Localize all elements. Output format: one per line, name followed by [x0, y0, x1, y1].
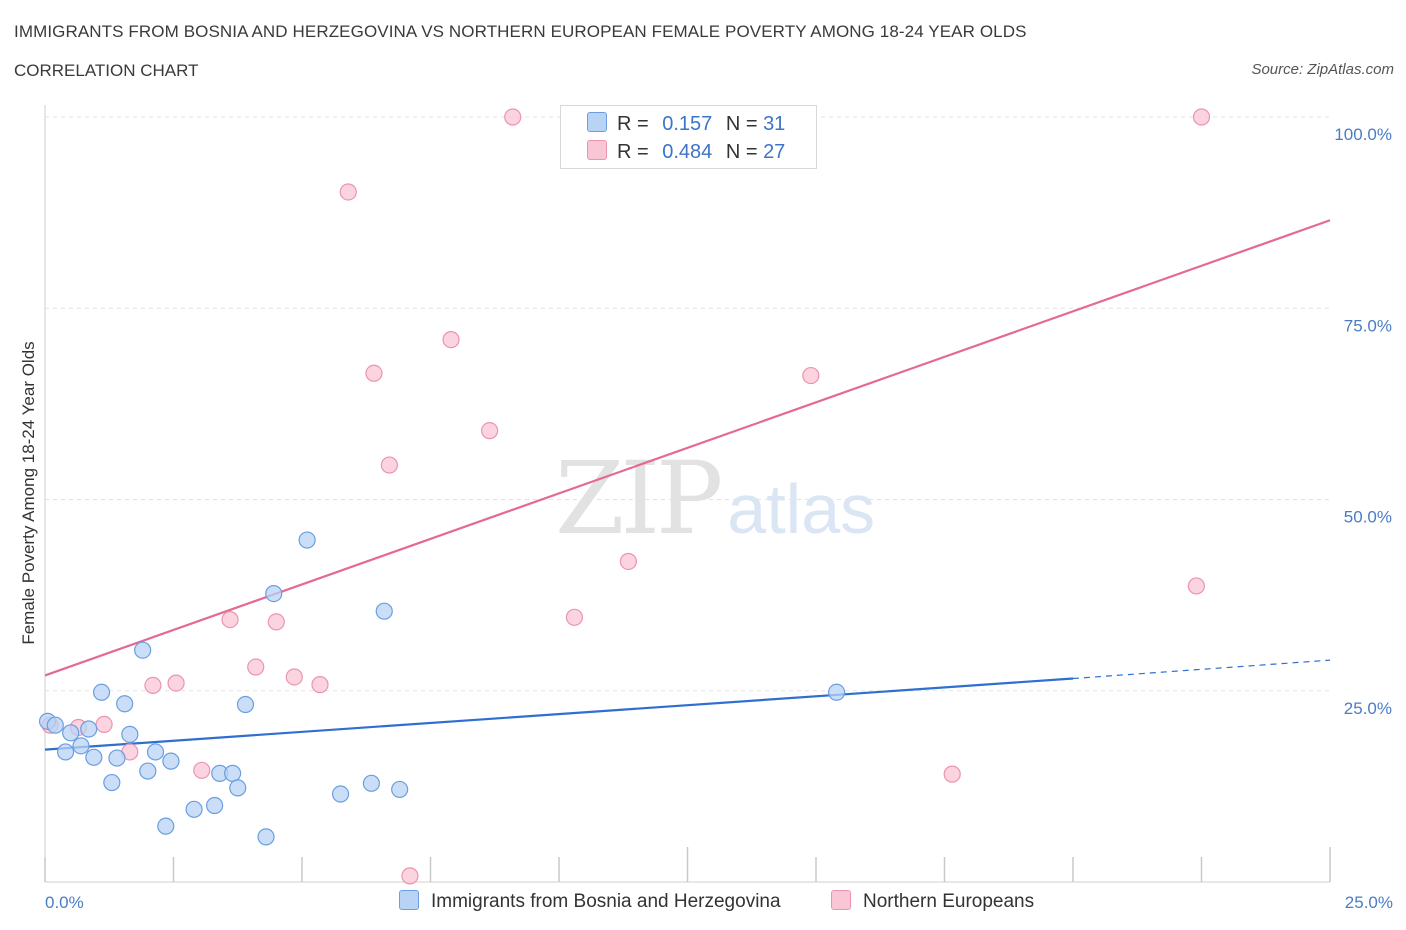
- point-northern: [619, 552, 637, 571]
- point-bosnia: [46, 716, 64, 734]
- point-northern: [167, 674, 185, 692]
- y-tick-label: 25.0%: [1344, 699, 1392, 718]
- point-bosnia: [56, 743, 75, 761]
- legend-row-bosnia: R = 0.157 N = 31: [587, 112, 785, 138]
- legend-r-label: R =: [617, 113, 649, 135]
- point-bosnia: [92, 683, 111, 701]
- point-northern: [193, 761, 211, 779]
- legend-r-value: 0.484: [662, 141, 713, 163]
- legend-n-value: 27: [763, 141, 786, 163]
- legend-swatch-bosnia: [587, 112, 607, 132]
- watermark: ZIP atlas: [555, 440, 875, 557]
- series-swatch-bosnia: [399, 890, 419, 910]
- point-northern: [144, 676, 162, 694]
- point-bosnia: [80, 720, 98, 738]
- point-northern: [221, 611, 239, 629]
- trend-line-bosnia-extension: [1072, 659, 1331, 680]
- series-swatch-northern: [831, 890, 851, 910]
- grid-lines: [45, 116, 1330, 692]
- correlation-legend: R = 0.157 N = 31 R = 0.484 N = 27: [560, 105, 817, 169]
- point-northern: [401, 867, 419, 885]
- point-bosnia: [265, 584, 283, 603]
- point-bosnia: [121, 725, 139, 743]
- point-bosnia: [103, 773, 121, 792]
- point-bosnia: [134, 641, 152, 659]
- point-bosnia: [362, 774, 380, 792]
- trend-lines: [44, 219, 1331, 751]
- point-bosnia: [62, 724, 80, 742]
- series-label-northern: Northern Europeans: [863, 891, 1035, 912]
- point-bosnia: [139, 762, 157, 780]
- point-bosnia: [257, 828, 275, 846]
- legend-swatch-northern: [587, 140, 607, 160]
- watermark-atlas: atlas: [727, 470, 876, 548]
- point-northern: [247, 658, 265, 676]
- point-northern: [442, 331, 460, 349]
- point-bosnia: [229, 779, 247, 797]
- legend-row-northern: R = 0.484 N = 27: [587, 140, 785, 166]
- point-bosnia: [116, 695, 134, 713]
- y-axis-label: Female Poverty Among 18-24 Year Olds: [19, 341, 38, 644]
- point-bosnia: [72, 737, 90, 755]
- point-bosnia: [157, 817, 175, 835]
- legend-n-label: N =: [725, 141, 758, 163]
- point-northern: [1192, 108, 1211, 126]
- watermark-zip: ZIP: [555, 440, 723, 557]
- trend-line-bosnia: [44, 677, 1074, 751]
- point-northern: [481, 422, 499, 440]
- x-tick-label: 0.0%: [45, 893, 84, 912]
- chart-subtitle: CORRELATION CHART: [14, 61, 199, 80]
- series-legend-bosnia: Immigrants from Bosnia and Herzegovina: [399, 890, 781, 913]
- point-bosnia: [391, 780, 409, 799]
- series-legend: Immigrants from Bosnia and Herzegovina N…: [0, 890, 1406, 916]
- legend-n-label: N =: [725, 113, 758, 135]
- point-bosnia: [236, 695, 255, 714]
- point-northern: [95, 715, 113, 734]
- point-northern: [1187, 577, 1205, 595]
- point-northern: [339, 183, 357, 201]
- x-tick-label: 25.0%: [1345, 893, 1393, 912]
- y-tick-label: 75.0%: [1344, 316, 1392, 335]
- point-northern: [285, 668, 303, 686]
- point-bosnia: [298, 531, 316, 549]
- point-bosnia: [331, 785, 350, 803]
- legend-r-label: R =: [617, 141, 649, 163]
- point-northern: [504, 108, 522, 126]
- source-label: Source: ZipAtlas.com: [1251, 61, 1394, 78]
- y-tick-label: 100.0%: [1334, 125, 1392, 144]
- tick-labels: 25.0% 50.0% 75.0% 100.0% 0.0% 25.0%: [45, 125, 1393, 912]
- point-bosnia: [185, 800, 203, 818]
- point-bosnia: [224, 764, 242, 782]
- chart-title: IMMIGRANTS FROM BOSNIA AND HERZEGOVINA V…: [14, 22, 1027, 41]
- y-tick-label: 50.0%: [1344, 508, 1392, 527]
- point-bosnia: [146, 743, 165, 761]
- point-bosnia: [375, 602, 393, 620]
- point-northern: [565, 608, 584, 626]
- point-bosnia: [162, 752, 180, 770]
- legend-r-value: 0.157: [662, 113, 713, 135]
- point-northern: [365, 364, 383, 382]
- trend-line-northern: [44, 219, 1331, 677]
- data-points: [38, 108, 1211, 885]
- point-bosnia: [827, 683, 846, 701]
- point-northern: [311, 676, 329, 694]
- point-northern: [380, 456, 398, 474]
- point-bosnia: [206, 796, 224, 815]
- point-bosnia: [108, 749, 126, 767]
- point-northern: [802, 366, 820, 385]
- point-northern: [943, 765, 961, 783]
- point-bosnia: [85, 748, 103, 766]
- axes: [44, 105, 1331, 883]
- series-legend-northern: Northern Europeans: [831, 890, 1034, 913]
- series-label-bosnia: Immigrants from Bosnia and Herzegovina: [431, 891, 781, 912]
- point-northern: [267, 613, 285, 631]
- legend-n-value: 31: [763, 113, 786, 135]
